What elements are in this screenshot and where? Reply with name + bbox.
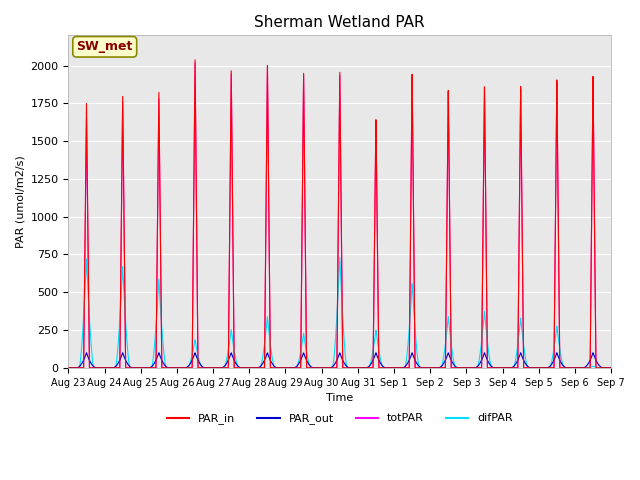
totPAR <box>607 365 615 371</box>
difPAR <box>415 362 422 368</box>
PAR_out <box>65 365 72 371</box>
PAR_in <box>605 365 613 371</box>
totPAR <box>268 365 275 371</box>
PAR_in <box>65 365 72 371</box>
PAR_in <box>607 365 615 371</box>
totPAR <box>605 365 613 371</box>
difPAR <box>607 365 615 371</box>
totPAR <box>191 60 199 66</box>
Title: Sherman Wetland PAR: Sherman Wetland PAR <box>255 15 425 30</box>
PAR_out <box>415 363 422 369</box>
totPAR <box>415 365 422 371</box>
Y-axis label: PAR (umol/m2/s): PAR (umol/m2/s) <box>15 155 25 248</box>
Line: totPAR: totPAR <box>68 63 611 368</box>
difPAR <box>492 365 500 371</box>
Line: difPAR: difPAR <box>68 258 611 368</box>
PAR_out <box>607 365 615 371</box>
Line: PAR_out: PAR_out <box>68 353 611 368</box>
PAR_in <box>492 365 500 371</box>
PAR_out <box>605 365 613 371</box>
totPAR <box>180 365 188 371</box>
PAR_in <box>175 365 182 371</box>
PAR_out <box>180 365 188 371</box>
PAR_in <box>180 365 188 371</box>
PAR_out <box>589 350 597 356</box>
Legend: PAR_in, PAR_out, totPAR, difPAR: PAR_in, PAR_out, totPAR, difPAR <box>163 409 517 429</box>
X-axis label: Time: Time <box>326 393 353 403</box>
PAR_out <box>175 365 182 371</box>
difPAR <box>175 365 182 371</box>
totPAR <box>65 365 72 371</box>
PAR_in <box>268 365 275 371</box>
difPAR <box>180 365 188 371</box>
PAR_in <box>191 57 199 63</box>
totPAR <box>175 365 182 371</box>
PAR_in <box>415 365 422 371</box>
PAR_out <box>268 360 275 365</box>
PAR_out <box>492 365 499 371</box>
Text: SW_met: SW_met <box>77 40 133 53</box>
Line: PAR_in: PAR_in <box>68 60 611 368</box>
difPAR <box>65 365 72 371</box>
totPAR <box>492 365 500 371</box>
difPAR <box>605 365 613 371</box>
difPAR <box>336 255 344 261</box>
difPAR <box>268 351 275 357</box>
